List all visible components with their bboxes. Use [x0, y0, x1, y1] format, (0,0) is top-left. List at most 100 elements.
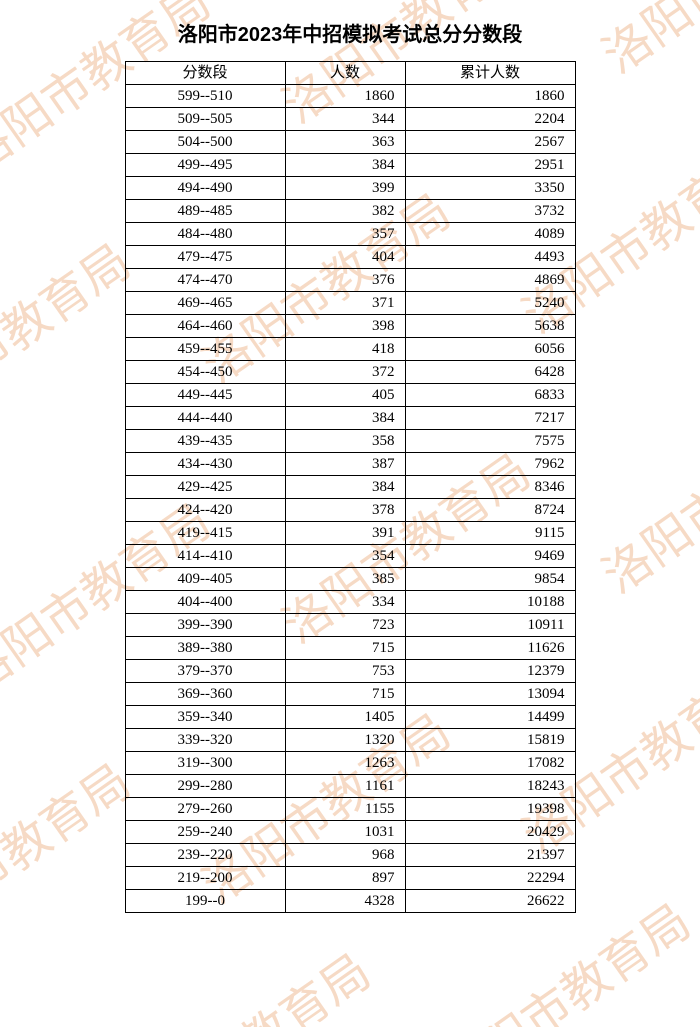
score-table: 分数段 人数 累计人数 599--51018601860509--5053442… [125, 61, 576, 913]
cell: 357 [285, 223, 405, 246]
cell: 4328 [285, 890, 405, 913]
cell: 405 [285, 384, 405, 407]
cell: 1263 [285, 752, 405, 775]
cell: 14499 [405, 706, 575, 729]
cell: 5240 [405, 292, 575, 315]
table-row: 339--320132015819 [125, 729, 575, 752]
cell: 12379 [405, 660, 575, 683]
cell: 199--0 [125, 890, 285, 913]
cell: 10911 [405, 614, 575, 637]
table-row: 449--4454056833 [125, 384, 575, 407]
cell: 404--400 [125, 591, 285, 614]
cell: 20429 [405, 821, 575, 844]
cell: 17082 [405, 752, 575, 775]
table-row: 499--4953842951 [125, 154, 575, 177]
cell: 239--220 [125, 844, 285, 867]
table-row: 494--4903993350 [125, 177, 575, 200]
cell: 424--420 [125, 499, 285, 522]
table-row: 444--4403847217 [125, 407, 575, 430]
cell: 3350 [405, 177, 575, 200]
cell: 1155 [285, 798, 405, 821]
cell: 299--280 [125, 775, 285, 798]
cell: 479--475 [125, 246, 285, 269]
cell: 21397 [405, 844, 575, 867]
cell: 279--260 [125, 798, 285, 821]
cell: 404 [285, 246, 405, 269]
cell: 459--455 [125, 338, 285, 361]
cell: 2567 [405, 131, 575, 154]
table-row: 489--4853823732 [125, 200, 575, 223]
cell: 387 [285, 453, 405, 476]
cell: 399--390 [125, 614, 285, 637]
table-row: 279--260115519398 [125, 798, 575, 821]
cell: 7217 [405, 407, 575, 430]
table-row: 414--4103549469 [125, 545, 575, 568]
cell: 378 [285, 499, 405, 522]
table-row: 259--240103120429 [125, 821, 575, 844]
cell: 339--320 [125, 729, 285, 752]
cell: 7575 [405, 430, 575, 453]
table-row: 389--38071511626 [125, 637, 575, 660]
cell: 385 [285, 568, 405, 591]
col-header-cumulative: 累计人数 [405, 62, 575, 85]
table-row: 299--280116118243 [125, 775, 575, 798]
cell: 6056 [405, 338, 575, 361]
cell: 384 [285, 476, 405, 499]
cell: 454--450 [125, 361, 285, 384]
table-row: 464--4603985638 [125, 315, 575, 338]
cell: 9469 [405, 545, 575, 568]
table-row: 219--20089722294 [125, 867, 575, 890]
table-row: 399--39072310911 [125, 614, 575, 637]
cell: 15819 [405, 729, 575, 752]
table-row: 474--4703764869 [125, 269, 575, 292]
cell: 504--500 [125, 131, 285, 154]
cell: 384 [285, 407, 405, 430]
cell: 384 [285, 154, 405, 177]
cell: 4089 [405, 223, 575, 246]
cell: 10188 [405, 591, 575, 614]
table-row: 359--340140514499 [125, 706, 575, 729]
cell: 354 [285, 545, 405, 568]
cell: 399 [285, 177, 405, 200]
cell: 363 [285, 131, 405, 154]
cell: 469--465 [125, 292, 285, 315]
cell: 389--380 [125, 637, 285, 660]
table-row: 479--4754044493 [125, 246, 575, 269]
cell: 897 [285, 867, 405, 890]
table-row: 509--5053442204 [125, 108, 575, 131]
cell: 8724 [405, 499, 575, 522]
page-title: 洛阳市2023年中招模拟考试总分分数段 [0, 18, 700, 47]
cell: 359--340 [125, 706, 285, 729]
cell: 398 [285, 315, 405, 338]
cell: 7962 [405, 453, 575, 476]
cell: 444--440 [125, 407, 285, 430]
cell: 418 [285, 338, 405, 361]
cell: 715 [285, 683, 405, 706]
table-row: 434--4303877962 [125, 453, 575, 476]
cell: 391 [285, 522, 405, 545]
cell: 1031 [285, 821, 405, 844]
table-header-row: 分数段 人数 累计人数 [125, 62, 575, 85]
cell: 379--370 [125, 660, 285, 683]
col-header-range: 分数段 [125, 62, 285, 85]
cell: 599--510 [125, 85, 285, 108]
table-row: 409--4053859854 [125, 568, 575, 591]
table-row: 199--0432826622 [125, 890, 575, 913]
cell: 6428 [405, 361, 575, 384]
cell: 1320 [285, 729, 405, 752]
cell: 6833 [405, 384, 575, 407]
cell: 419--415 [125, 522, 285, 545]
table-row: 459--4554186056 [125, 338, 575, 361]
cell: 376 [285, 269, 405, 292]
cell: 464--460 [125, 315, 285, 338]
cell: 449--445 [125, 384, 285, 407]
table-row: 454--4503726428 [125, 361, 575, 384]
cell: 1860 [405, 85, 575, 108]
cell: 9854 [405, 568, 575, 591]
cell: 494--490 [125, 177, 285, 200]
cell: 753 [285, 660, 405, 683]
cell: 1161 [285, 775, 405, 798]
table-row: 429--4253848346 [125, 476, 575, 499]
table-row: 599--51018601860 [125, 85, 575, 108]
table-row: 469--4653715240 [125, 292, 575, 315]
